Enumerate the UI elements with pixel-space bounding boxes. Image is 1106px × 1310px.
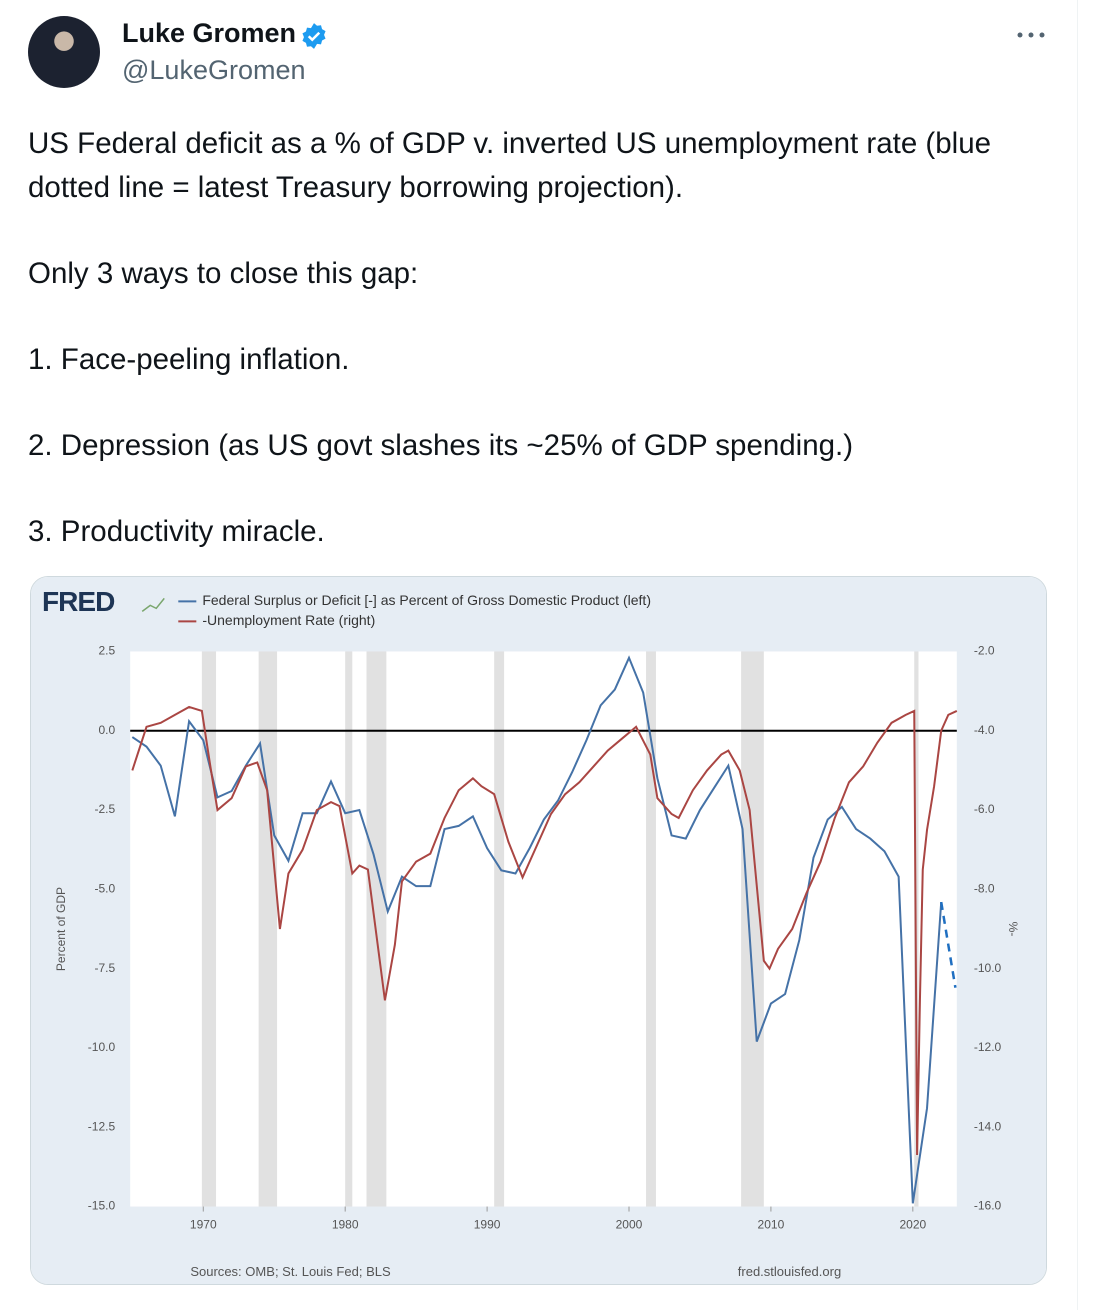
y-tick-label: -10.0	[88, 1040, 116, 1054]
paragraph: 1. Face-peeling inflation.	[28, 343, 350, 376]
recession-band	[646, 651, 656, 1207]
more-button[interactable]	[1016, 30, 1046, 40]
y-tick-label: 0.0	[98, 723, 115, 737]
verified-badge	[302, 23, 326, 49]
avatar[interactable]	[28, 16, 100, 88]
paragraph: US Federal deficit as a % of GDP v. inve…	[28, 127, 992, 204]
recession-band	[258, 651, 278, 1207]
y-tick-label: -15.0	[88, 1199, 116, 1213]
site: fred.stlouisfed.org	[738, 1264, 841, 1279]
author-name[interactable]: Luke Gromen	[122, 18, 297, 48]
x-tick-label: 1970	[190, 1218, 217, 1232]
y2-axis-label: %-	[1006, 922, 1020, 937]
y-tick-label: 2.5	[98, 644, 115, 658]
x-tick-label: 1980	[332, 1218, 359, 1232]
legend-label: -Unemployment Rate (right)	[202, 612, 375, 628]
tweet-text: US Federal deficit as a % of GDP v. inve…	[28, 122, 1058, 596]
y2-tick-label: -8.0	[974, 882, 995, 896]
divider	[1077, 0, 1078, 1310]
y2-tick-label: -6.0	[974, 802, 995, 816]
recession-band	[345, 651, 353, 1207]
y2-tick-label: -2.0	[974, 644, 995, 658]
x-tick-label: 1990	[474, 1218, 501, 1232]
y2-tick-label: -14.0	[974, 1119, 1002, 1133]
plot-area	[130, 651, 957, 1207]
x-tick-label: 2010	[758, 1218, 785, 1232]
series-line	[131, 705, 958, 1156]
chart: FRED Percent of GDP %- Sources: OMB; St.…	[31, 577, 1046, 1284]
x-tick-label: 2020	[899, 1218, 926, 1232]
logo: FRED	[42, 586, 115, 617]
y-tick-label: -12.5	[88, 1119, 116, 1133]
y-axis-label: Percent of GDP	[54, 887, 68, 971]
paragraph: 3. Productivity miracle.	[28, 515, 325, 548]
y2-tick-label: -10.0	[974, 961, 1002, 975]
paragraph: Only 3 ways to close this gap:	[28, 257, 419, 290]
x-tick-label: 2000	[616, 1218, 643, 1232]
y2-tick-label: -16.0	[974, 1199, 1002, 1213]
source: Sources: OMB; St. Louis Fed; BLS	[190, 1264, 391, 1279]
y-tick-label: -2.5	[94, 802, 115, 816]
series-line	[939, 901, 957, 988]
y-tick-label: -7.5	[94, 961, 115, 975]
recession-band	[741, 651, 764, 1207]
legend-label: Federal Surplus or Deficit [-] as Percen…	[202, 592, 651, 608]
y-tick-label: -5.0	[94, 882, 115, 896]
author-handle[interactable]: @LukeGromen	[122, 55, 306, 85]
recession-band	[494, 651, 505, 1207]
paragraph: 2. Depression (as US govt slashes its ~2…	[28, 429, 854, 462]
y2-tick-label: -12.0	[974, 1040, 1002, 1054]
logo-icon	[141, 597, 165, 612]
y2-tick-label: -4.0	[974, 723, 995, 737]
recession-band	[201, 651, 217, 1207]
chart-card[interactable]: FRED Percent of GDP %- Sources: OMB; St.…	[30, 576, 1047, 1285]
